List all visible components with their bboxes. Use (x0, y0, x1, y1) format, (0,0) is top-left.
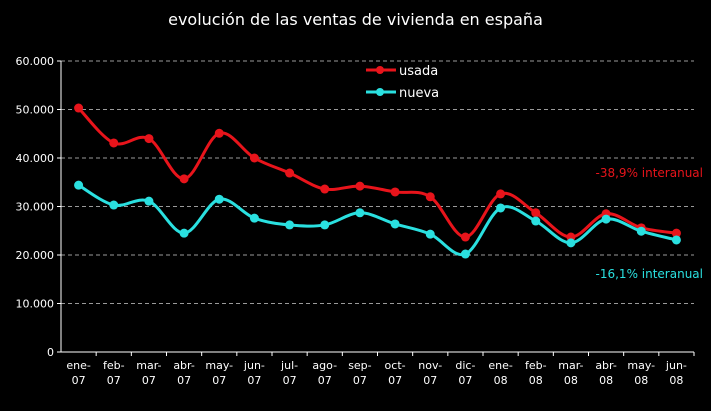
x-tick-label: mar-07 (136, 359, 161, 387)
data-point-usada (285, 168, 295, 178)
data-point-nueva (566, 238, 576, 248)
data-point-usada (74, 103, 84, 113)
data-point-usada (460, 232, 470, 242)
data-point-nueva (390, 219, 400, 229)
x-tick-label: nov-07 (418, 359, 442, 387)
x-tick-label: jun-07 (243, 359, 265, 387)
data-point-nueva (671, 235, 681, 245)
legend-marker-usada (376, 66, 384, 74)
series-line-nueva (77, 183, 677, 257)
data-point-nueva (460, 249, 470, 259)
data-point-nueva (144, 196, 154, 206)
data-point-nueva (601, 214, 611, 224)
x-tick-label: ago-07 (312, 359, 337, 387)
y-tick-label: 0 (47, 346, 54, 359)
data-point-usada (320, 184, 330, 194)
y-tick-label: 50.000 (16, 104, 55, 117)
y-tick-label: 60.000 (16, 55, 55, 68)
data-point-usada (249, 153, 259, 163)
annotation: -38,9% interanual (596, 166, 703, 180)
x-tick-label: mar-08 (558, 359, 583, 387)
data-point-nueva (285, 220, 295, 230)
data-point-nueva (355, 208, 365, 218)
data-point-usada (496, 189, 506, 199)
data-point-nueva (74, 180, 84, 190)
data-point-nueva (636, 226, 646, 236)
data-point-usada (214, 128, 224, 138)
data-point-nueva (320, 220, 330, 230)
data-point-usada (144, 134, 154, 144)
x-tick-label: dic-07 (455, 359, 475, 387)
x-tick-label: jun-08 (665, 359, 687, 387)
x-tick-label: may-08 (627, 359, 655, 387)
data-point-usada (390, 187, 400, 197)
legend-marker-nueva (376, 88, 384, 96)
data-point-nueva (214, 194, 224, 204)
y-tick-label: 10.000 (16, 298, 55, 311)
legend-label-usada: usada (399, 64, 438, 79)
x-tick-label: oct-07 (385, 359, 406, 387)
x-tick-label: ene-07 (66, 359, 91, 387)
y-tick-label: 40.000 (16, 152, 55, 165)
data-point-nueva (531, 216, 541, 226)
data-point-usada (109, 138, 119, 148)
x-tick-label: may-07 (205, 359, 233, 387)
x-tick-label: ene-08 (488, 359, 513, 387)
annotation: -16,1% interanual (596, 267, 703, 281)
data-point-nueva (496, 203, 506, 213)
x-tick-label: sep-07 (348, 359, 371, 387)
data-point-usada (179, 174, 189, 184)
x-tick-label: abr-07 (173, 359, 195, 387)
data-point-nueva (425, 229, 435, 239)
x-tick-label: jul-07 (280, 359, 298, 387)
data-point-usada (671, 228, 681, 238)
data-point-usada (425, 192, 435, 202)
y-tick-label: 20.000 (16, 249, 55, 262)
data-point-nueva (249, 213, 259, 223)
chart-title: evolución de las ventas de vivienda en e… (168, 10, 543, 29)
x-tick-label: feb-07 (103, 359, 125, 387)
data-point-nueva (109, 200, 119, 210)
data-point-usada (355, 181, 365, 191)
legend-label-nueva: nueva (399, 86, 439, 101)
y-tick-label: 30.000 (16, 201, 55, 214)
x-tick-label: feb-08 (525, 359, 547, 387)
data-point-nueva (179, 228, 189, 238)
data-point-usada (531, 208, 541, 218)
x-tick-label: abr-08 (595, 359, 617, 387)
